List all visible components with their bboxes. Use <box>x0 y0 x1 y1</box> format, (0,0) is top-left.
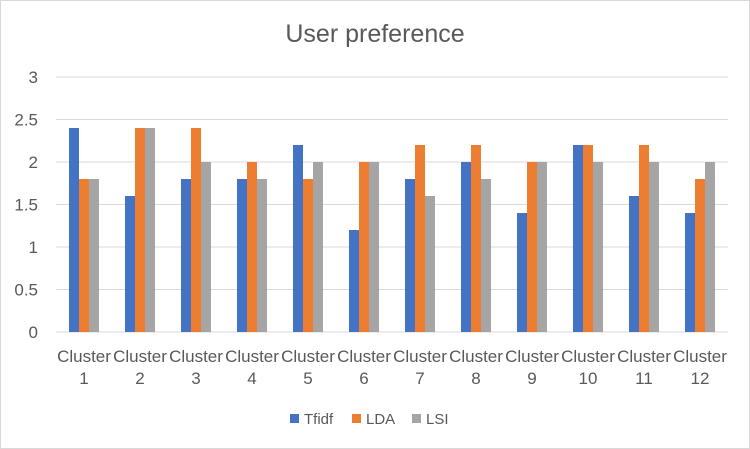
category-label-line-2: 8 <box>471 369 480 388</box>
bar-lsi-2 <box>145 128 155 332</box>
bar-lsi-4 <box>257 179 267 332</box>
category-label-line-1: Cluster <box>561 347 615 366</box>
x-category-label: Cluster 6 <box>337 347 391 388</box>
bar-lda-5 <box>303 179 313 332</box>
bar-tfidf-8 <box>461 162 471 332</box>
bar-lsi-11 <box>649 162 659 332</box>
bar-lsi-1 <box>89 179 99 332</box>
bar-lsi-6 <box>369 162 379 332</box>
bar-lda-6 <box>359 162 369 332</box>
bar-tfidf-2 <box>125 196 135 332</box>
y-tick-label: 0 <box>29 323 38 342</box>
x-category-label: Cluster 11 <box>617 347 671 388</box>
category-label-line-1: Cluster <box>673 347 727 366</box>
y-tick-label: 2.5 <box>14 111 38 130</box>
x-category-label: Cluster 8 <box>449 347 503 388</box>
gridlines <box>56 76 728 333</box>
category-label-line-1: Cluster <box>337 347 391 366</box>
bar-lda-12 <box>695 179 705 332</box>
x-category-label: Cluster 2 <box>113 347 167 388</box>
category-label-line-2: 3 <box>191 369 200 388</box>
bar-tfidf-1 <box>69 128 79 332</box>
bar-tfidf-4 <box>237 179 247 332</box>
bar-tfidf-10 <box>573 145 583 332</box>
category-label-line-2: 10 <box>579 369 598 388</box>
bar-lda-8 <box>471 145 481 332</box>
category-label-line-1: Cluster <box>169 347 223 366</box>
category-label-line-1: Cluster <box>113 347 167 366</box>
bar-lsi-9 <box>537 162 547 332</box>
bar-tfidf-7 <box>405 179 415 332</box>
bar-tfidf-12 <box>685 213 695 332</box>
bar-tfidf-9 <box>517 213 527 332</box>
category-label-line-2: 7 <box>415 369 424 388</box>
category-label-line-2: 11 <box>635 369 653 388</box>
category-label-line-1: Cluster <box>393 347 447 366</box>
bar-tfidf-6 <box>349 230 359 332</box>
bar-lda-11 <box>639 145 649 332</box>
bar-lda-10 <box>583 145 593 332</box>
category-label-line-2: 9 <box>527 369 536 388</box>
category-label-line-2: 2 <box>135 369 144 388</box>
category-label-line-2: 12 <box>691 369 710 388</box>
bar-lsi-8 <box>481 179 491 332</box>
legend-swatch-lda <box>352 414 361 423</box>
category-label-line-2: 4 <box>247 369 256 388</box>
x-category-label: Cluster 5 <box>281 347 335 388</box>
bar-lda-7 <box>415 145 425 332</box>
x-axis-labels: Cluster 1 Cluster 2 Cluster 3 Cluster 4 Cluster 5… <box>57 347 727 388</box>
legend-swatch-tfidf <box>290 414 299 423</box>
y-tick-label: 3 <box>29 68 38 87</box>
y-tick-label: 1.5 <box>14 196 38 215</box>
category-label-line-1: Cluster <box>617 347 671 366</box>
bar-lsi-5 <box>313 162 323 332</box>
bar-lda-3 <box>191 128 201 332</box>
legend-swatch-lsi <box>412 414 421 423</box>
category-label-line-1: Cluster <box>505 347 559 366</box>
bar-tfidf-11 <box>629 196 639 332</box>
y-tick-label: 2 <box>29 153 38 172</box>
bar-lsi-10 <box>593 162 603 332</box>
bar-lsi-12 <box>705 162 715 332</box>
bar-lsi-7 <box>425 196 435 332</box>
category-label-line-1: Cluster <box>449 347 503 366</box>
legend-label-lsi: LSI <box>426 411 449 428</box>
x-category-label: Cluster 10 <box>561 347 615 388</box>
bar-tfidf-3 <box>181 179 191 332</box>
category-label-line-2: 6 <box>359 369 368 388</box>
legend-label-tfidf: Tfidf <box>304 411 334 428</box>
bar-lda-4 <box>247 162 257 332</box>
chart-title: User preference <box>285 20 465 48</box>
bar-lda-9 <box>527 162 537 332</box>
category-label-line-2: 1 <box>79 369 88 388</box>
legend: Tfidf LDA LSI <box>290 411 449 428</box>
bar-lda-1 <box>79 179 89 332</box>
bar-lsi-3 <box>201 162 211 332</box>
y-tick-label: 1 <box>29 238 38 257</box>
x-category-label: Cluster 9 <box>505 347 559 388</box>
category-label-line-1: Cluster <box>225 347 279 366</box>
x-category-label: Cluster 1 <box>57 347 111 388</box>
y-tick-label: 0.5 <box>14 281 38 300</box>
category-label-line-2: 5 <box>303 369 312 388</box>
bar-tfidf-5 <box>293 145 303 332</box>
legend-label-lda: LDA <box>366 411 395 428</box>
bar-lda-2 <box>135 128 145 332</box>
y-axis-ticks: 0 0.5 1 1.5 2 2.5 3 <box>14 68 38 342</box>
bars <box>69 128 715 332</box>
category-label-line-1: Cluster <box>281 347 335 366</box>
x-category-label: Cluster 12 <box>673 347 727 388</box>
x-category-label: Cluster 3 <box>169 347 223 388</box>
x-category-label: Cluster 7 <box>393 347 447 388</box>
category-label-line-1: Cluster <box>57 347 111 366</box>
x-category-label: Cluster 4 <box>225 347 279 388</box>
